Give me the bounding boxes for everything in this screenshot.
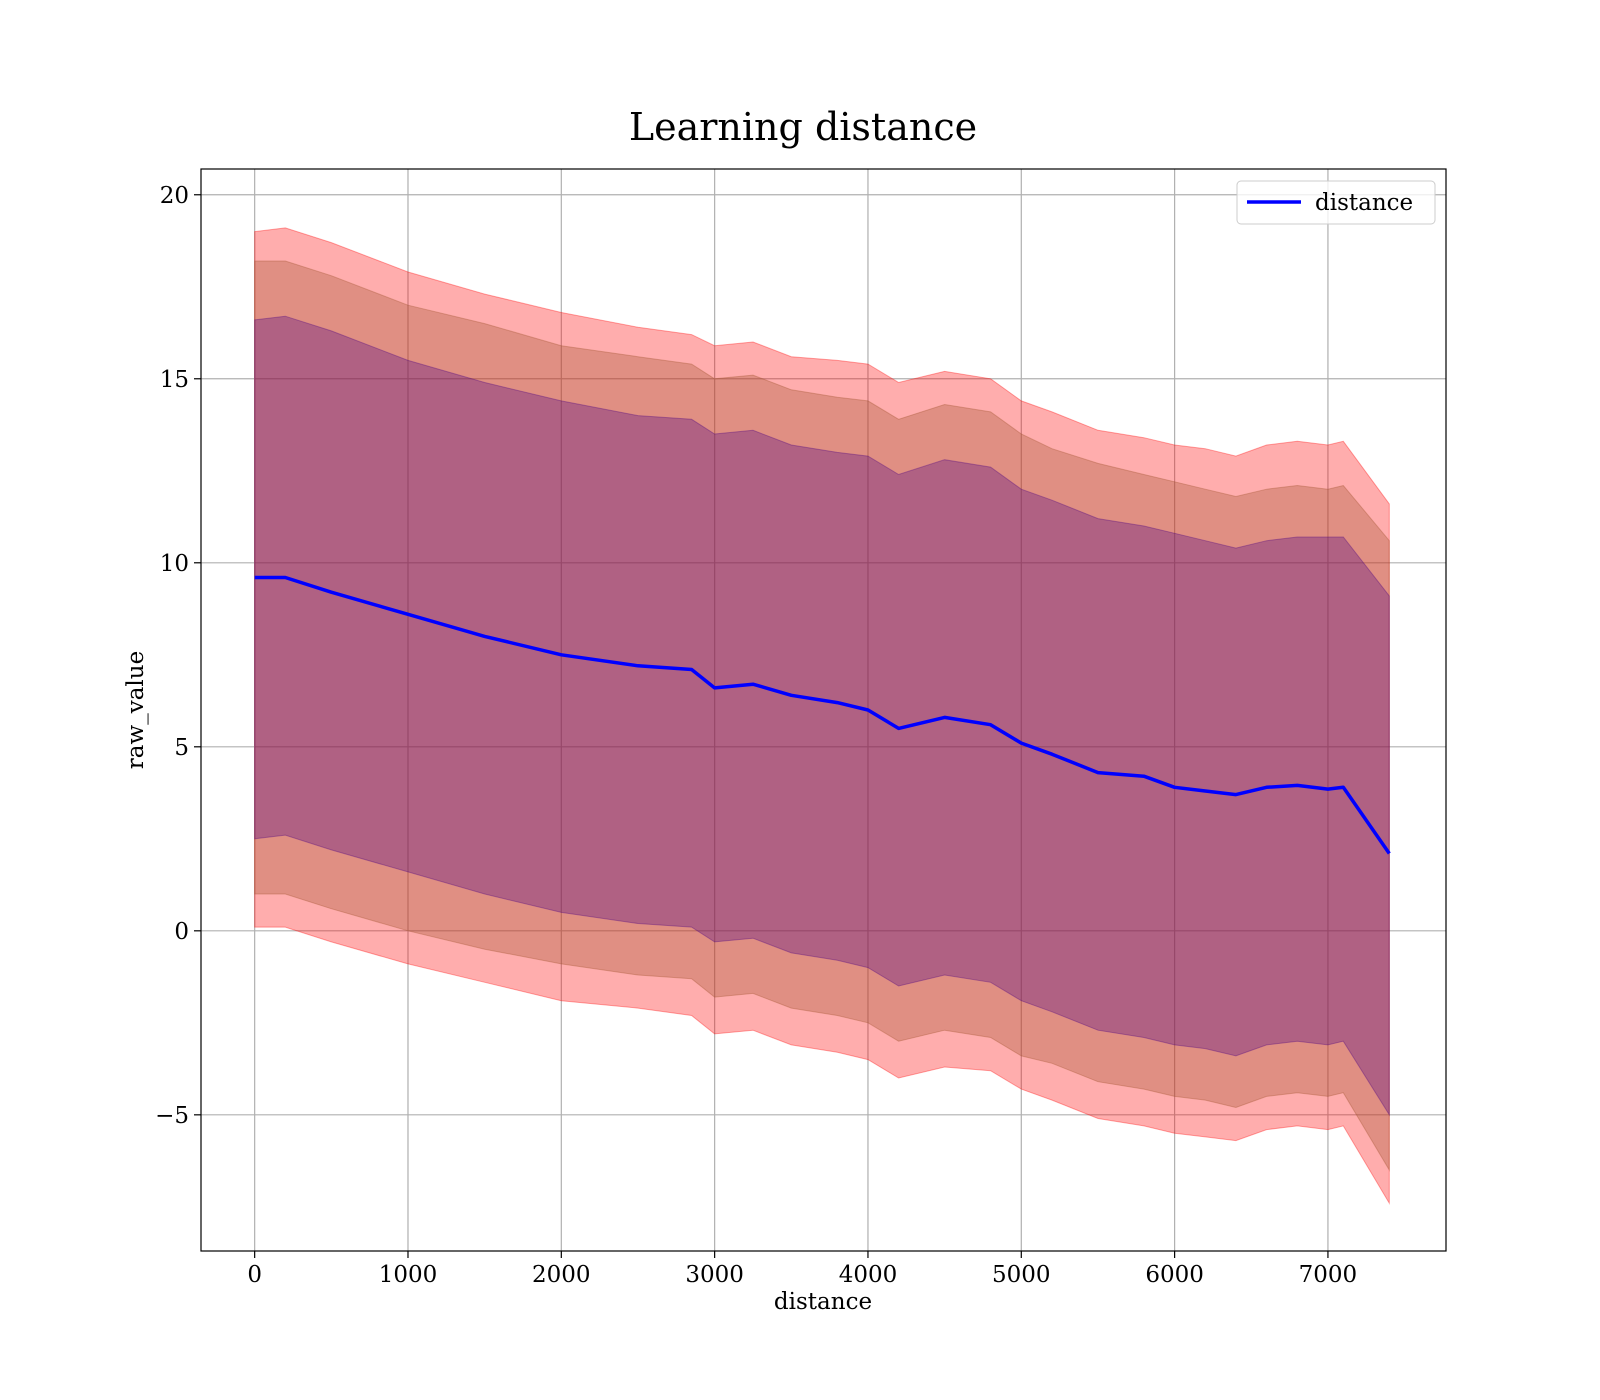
legend-box (1236, 180, 1436, 225)
chart-title: Learning distance (629, 105, 977, 149)
legend-label-distance: distance (1315, 190, 1413, 216)
y-tick-label: 5 (174, 735, 189, 761)
x-axis-label: distance (774, 1289, 872, 1315)
x-ticks: 0 1000 2000 3000 4000 5000 6000 7000 (247, 1251, 1357, 1288)
band-outer (254, 227, 1390, 1206)
x-tick-label: 7000 (1299, 1262, 1358, 1288)
y-ticks: −5 0 5 10 15 20 (155, 183, 201, 1129)
y-tick-label: 20 (160, 183, 189, 209)
y-axis-label: raw_value (123, 651, 149, 769)
y-tick-label: −5 (155, 1103, 189, 1129)
x-tick-label: 0 (247, 1262, 262, 1288)
x-tick-label: 6000 (1145, 1262, 1204, 1288)
band-inner (254, 315, 1390, 1117)
x-tick-label: 2000 (532, 1262, 591, 1288)
y-tick-label: 10 (160, 551, 189, 577)
legend: distance (1236, 180, 1436, 225)
series-line-distance (254, 575, 1391, 855)
x-tick-label: 5000 (992, 1262, 1051, 1288)
y-tick-label: 0 (174, 919, 189, 945)
plot-frame (200, 168, 1447, 1252)
x-tick-label: 3000 (685, 1262, 744, 1288)
x-tick-label: 4000 (839, 1262, 898, 1288)
x-tick-label: 1000 (379, 1262, 438, 1288)
band-middle (254, 260, 1390, 1172)
y-tick-label: 15 (160, 367, 189, 393)
confidence-bands (254, 227, 1390, 1206)
series-lines (254, 575, 1391, 855)
